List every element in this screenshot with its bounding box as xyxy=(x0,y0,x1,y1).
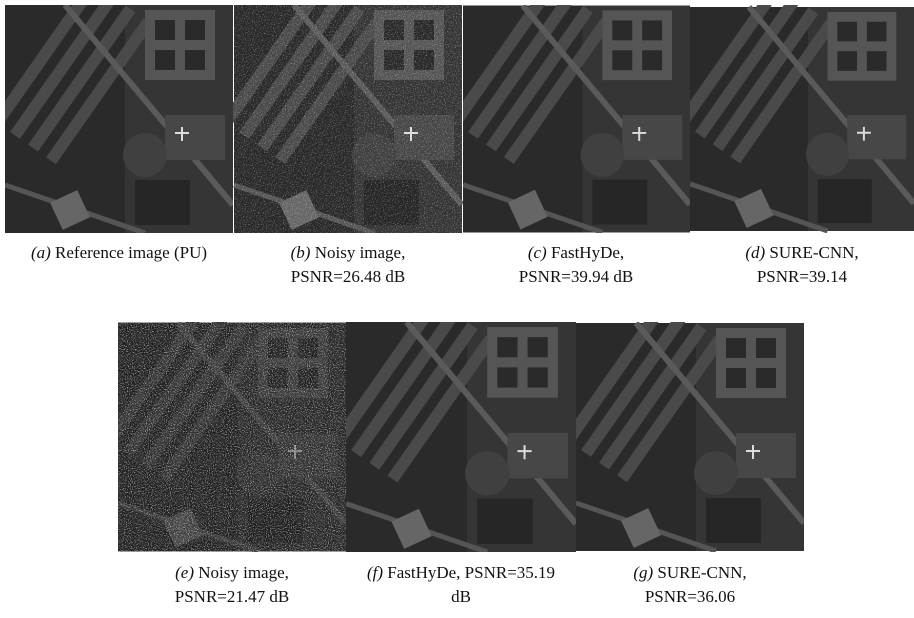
caption-line: (e) Noisy image, xyxy=(175,563,289,582)
caption-line: (d) SURE-CNN, xyxy=(745,243,858,262)
caption-text: FastHyDe, xyxy=(551,243,624,262)
figure: (a) Reference image (PU) (b) Noisy image,… xyxy=(0,0,914,613)
subfigure-label: (e) xyxy=(175,563,194,582)
subfigure-label: (b) xyxy=(291,243,311,262)
caption-text: PSNR=39.94 dB xyxy=(519,267,633,286)
caption-text: Noisy image, xyxy=(198,563,289,582)
subfigure-label: (c) xyxy=(528,243,547,262)
page: {"figures": [ {"label": "(a)", "lines": … xyxy=(0,0,914,613)
image xyxy=(677,0,914,231)
noise-overlay xyxy=(233,5,463,233)
caption-text: SURE-CNN, xyxy=(769,243,858,262)
subfigure-label: (f) xyxy=(367,563,383,582)
image xyxy=(0,0,233,233)
caption-line: (f) FastHyDe, PSNR=35.19 xyxy=(367,563,555,582)
subfigure-label: (g) xyxy=(633,563,653,582)
subfigure-label: (a) xyxy=(31,243,51,262)
caption-text: Noisy image, xyxy=(315,243,406,262)
caption-line: (c) FastHyDe, xyxy=(528,243,624,262)
caption-line: PSNR=21.47 dB xyxy=(175,587,289,606)
caption-text: dB xyxy=(451,587,471,606)
caption-text: FastHyDe, PSNR=35.19 xyxy=(387,563,555,582)
caption-text: Reference image (PU) xyxy=(55,243,207,262)
subfigure-label: (d) xyxy=(745,243,765,262)
caption-text: PSNR=39.14 xyxy=(757,267,848,286)
noise-overlay xyxy=(118,322,346,552)
caption-line: PSNR=26.48 dB xyxy=(291,267,405,286)
image xyxy=(333,297,576,552)
caption-line: (g) SURE-CNN, xyxy=(633,563,746,582)
image xyxy=(450,0,690,233)
caption-text: PSNR=36.06 xyxy=(645,587,735,606)
caption-line: PSNR=36.06 xyxy=(645,587,735,606)
caption-line: PSNR=39.14 xyxy=(757,267,848,286)
caption-text: SURE-CNN, xyxy=(657,563,746,582)
caption-text: PSNR=21.47 dB xyxy=(175,587,289,606)
caption-text: PSNR=26.48 dB xyxy=(291,267,405,286)
caption-line: PSNR=39.94 dB xyxy=(519,267,633,286)
caption-line: (b) Noisy image, xyxy=(291,243,406,262)
image xyxy=(563,298,804,551)
caption-line: dB xyxy=(451,587,471,606)
caption-line: (a) Reference image (PU) xyxy=(31,243,207,262)
